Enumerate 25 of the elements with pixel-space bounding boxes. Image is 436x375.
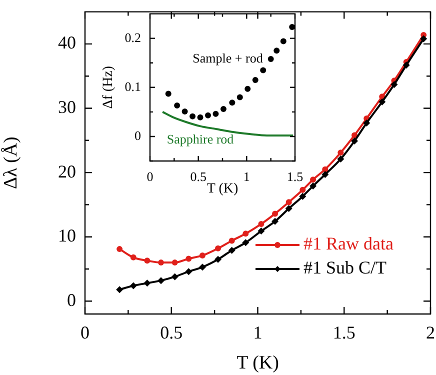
- x-tick-label: 0.5: [190, 169, 206, 184]
- y-tick-label: 0: [67, 290, 76, 310]
- x-tick-label: 0: [80, 322, 90, 343]
- x-tick-label: 1: [243, 169, 250, 184]
- y-axis-title: Δλ (Å): [0, 136, 22, 190]
- legend-label: #1 Sub C/T: [304, 258, 387, 278]
- x-tick-label: 1.5: [332, 322, 356, 343]
- y-tick-label: 30: [58, 96, 76, 117]
- legend-label: Sample + rod: [192, 50, 264, 66]
- x-tick-label: 1.5: [286, 169, 304, 184]
- y-tick-label: 0.2: [124, 30, 141, 45]
- x-tick-label: 0.5: [160, 322, 183, 343]
- series-label: Sapphire rod: [166, 132, 234, 147]
- y-tick-label: 0.1: [124, 78, 141, 94]
- y-axis-title: Δf (Hz): [101, 66, 116, 109]
- legend-label: #1 Raw data: [304, 234, 394, 254]
- x-tick-label: 1: [253, 322, 262, 343]
- x-axis-title: T (K): [236, 352, 279, 374]
- y-tick-label: 40: [58, 32, 76, 53]
- y-tick-label: 0: [134, 128, 141, 143]
- x-tick-label: 2: [426, 322, 435, 343]
- y-tick-label: 20: [58, 161, 76, 182]
- y-tick-label: 10: [58, 226, 76, 246]
- x-axis-title: T (K): [206, 181, 238, 196]
- x-tick-label: 0: [146, 169, 154, 184]
